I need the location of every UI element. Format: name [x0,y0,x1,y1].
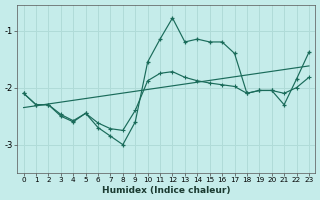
X-axis label: Humidex (Indice chaleur): Humidex (Indice chaleur) [102,186,230,195]
